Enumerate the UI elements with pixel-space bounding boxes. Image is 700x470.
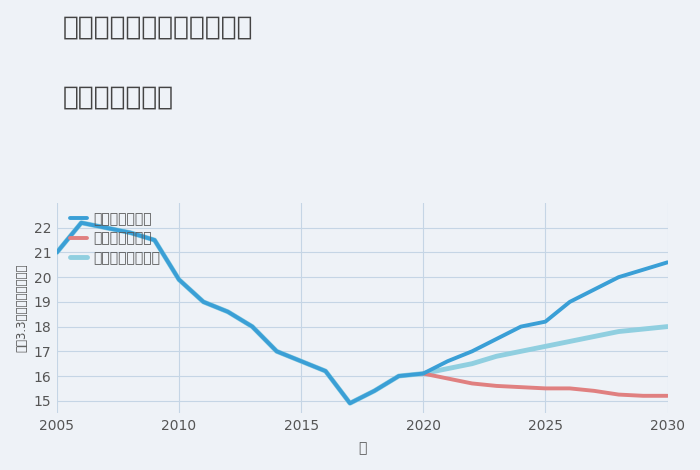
- グッドシナリオ: [444, 359, 452, 364]
- バッドシナリオ: [639, 393, 648, 399]
- グッドシナリオ: [321, 368, 330, 374]
- バッドシナリオ: [590, 388, 598, 394]
- X-axis label: 年: 年: [358, 441, 366, 455]
- ノーマルシナリオ: [395, 373, 403, 379]
- Text: 土地の価格推移: 土地の価格推移: [63, 85, 174, 110]
- ノーマルシナリオ: [370, 388, 379, 394]
- グッドシナリオ: [590, 287, 598, 292]
- グッドシナリオ: [492, 336, 500, 342]
- バッドシナリオ: [541, 385, 550, 391]
- グッドシナリオ: [223, 309, 232, 314]
- ノーマルシナリオ: [102, 225, 110, 231]
- ノーマルシナリオ: [297, 359, 305, 364]
- グッドシナリオ: [566, 299, 574, 305]
- グッドシナリオ: [370, 388, 379, 394]
- グッドシナリオ: [175, 277, 183, 282]
- グッドシナリオ: [346, 400, 354, 406]
- ノーマルシナリオ: [590, 334, 598, 339]
- グッドシナリオ: [664, 259, 672, 265]
- バッドシナリオ: [517, 384, 525, 390]
- Line: バッドシナリオ: バッドシナリオ: [424, 374, 668, 396]
- ノーマルシナリオ: [444, 366, 452, 371]
- ノーマルシナリオ: [468, 361, 476, 367]
- ノーマルシナリオ: [150, 237, 159, 243]
- ノーマルシナリオ: [346, 400, 354, 406]
- ノーマルシナリオ: [517, 348, 525, 354]
- ノーマルシナリオ: [272, 348, 281, 354]
- Text: 兵庫県豊岡市出石町寺坂の: 兵庫県豊岡市出石町寺坂の: [63, 14, 253, 40]
- バッドシナリオ: [566, 385, 574, 391]
- グッドシナリオ: [199, 299, 208, 305]
- ノーマルシナリオ: [248, 324, 256, 329]
- グッドシナリオ: [150, 237, 159, 243]
- グッドシナリオ: [395, 373, 403, 379]
- ノーマルシナリオ: [126, 230, 134, 235]
- グッドシナリオ: [517, 324, 525, 329]
- グッドシナリオ: [639, 267, 648, 273]
- ノーマルシナリオ: [77, 220, 85, 226]
- バッドシナリオ: [444, 376, 452, 381]
- ノーマルシナリオ: [223, 309, 232, 314]
- Legend: グッドシナリオ, バッドシナリオ, ノーマルシナリオ: グッドシナリオ, バッドシナリオ, ノーマルシナリオ: [70, 212, 160, 265]
- グッドシナリオ: [77, 220, 85, 226]
- ノーマルシナリオ: [199, 299, 208, 305]
- ノーマルシナリオ: [492, 353, 500, 359]
- グッドシナリオ: [468, 348, 476, 354]
- ノーマルシナリオ: [52, 250, 61, 255]
- Line: グッドシナリオ: グッドシナリオ: [57, 223, 668, 403]
- バッドシナリオ: [664, 393, 672, 399]
- バッドシナリオ: [468, 381, 476, 386]
- ノーマルシナリオ: [664, 324, 672, 329]
- グッドシナリオ: [615, 274, 623, 280]
- バッドシナリオ: [492, 383, 500, 389]
- ノーマルシナリオ: [541, 344, 550, 349]
- ノーマルシナリオ: [321, 368, 330, 374]
- バッドシナリオ: [615, 392, 623, 398]
- Y-axis label: 坪（3.3㎡）単価（万円）: 坪（3.3㎡）単価（万円）: [15, 264, 28, 352]
- ノーマルシナリオ: [419, 371, 428, 376]
- ノーマルシナリオ: [175, 277, 183, 282]
- Line: ノーマルシナリオ: ノーマルシナリオ: [57, 223, 668, 403]
- グッドシナリオ: [126, 230, 134, 235]
- ノーマルシナリオ: [615, 329, 623, 334]
- グッドシナリオ: [297, 359, 305, 364]
- グッドシナリオ: [102, 225, 110, 231]
- グッドシナリオ: [541, 319, 550, 324]
- バッドシナリオ: [419, 371, 428, 376]
- ノーマルシナリオ: [639, 326, 648, 332]
- グッドシナリオ: [52, 250, 61, 255]
- ノーマルシナリオ: [566, 338, 574, 344]
- グッドシナリオ: [419, 371, 428, 376]
- グッドシナリオ: [248, 324, 256, 329]
- グッドシナリオ: [272, 348, 281, 354]
